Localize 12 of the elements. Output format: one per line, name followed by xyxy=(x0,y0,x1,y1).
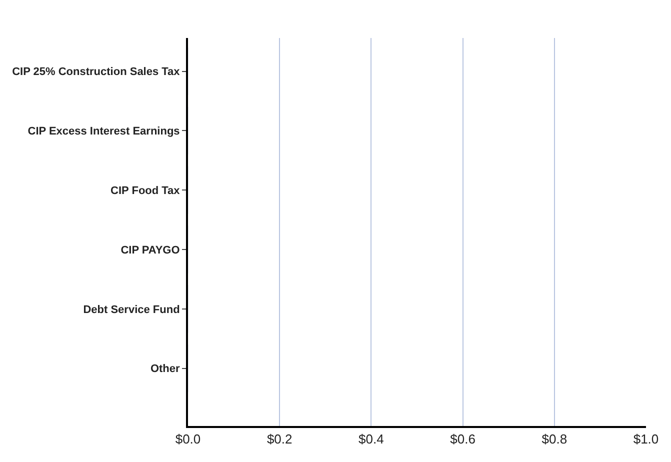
x-tick-label: $0.4 xyxy=(358,432,384,447)
x-tick-label: $0.6 xyxy=(450,432,476,447)
y-tick-label: Debt Service Fund xyxy=(83,304,180,316)
x-tick-label: $0.2 xyxy=(266,432,292,447)
y-tick-label: CIP Food Tax xyxy=(110,184,181,197)
x-tick-label: $0.0 xyxy=(175,432,201,447)
x-tick-label: $1.0 xyxy=(633,432,659,447)
y-tick-label: Other xyxy=(150,363,181,376)
y-tick-label: CIP Excess Interest Earnings xyxy=(28,126,180,138)
y-tick-label: CIP PAYGO xyxy=(120,244,180,256)
x-tick-label: $0.8 xyxy=(542,432,568,447)
y-tick-label: CIP 25% Construction Sales Tax xyxy=(12,66,181,78)
